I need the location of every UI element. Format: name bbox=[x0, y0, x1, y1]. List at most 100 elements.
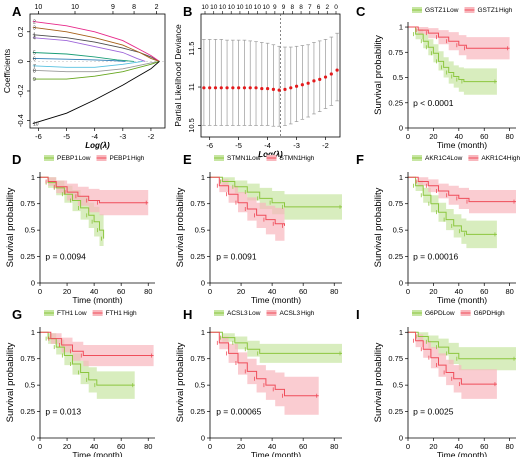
top-tick-label: 2 bbox=[155, 4, 159, 11]
y-tick-label: 0.75 bbox=[388, 199, 403, 208]
x-tick-label: 60 bbox=[480, 287, 488, 296]
y-tick-label: 0.75 bbox=[190, 354, 205, 363]
y-tick-label: 0 bbox=[399, 124, 403, 133]
ci-band-low bbox=[408, 27, 497, 95]
legend: GSTZ1 Low GSTZ1 High bbox=[412, 7, 513, 14]
coef-path-index: 2 bbox=[33, 19, 36, 25]
coef-path-index: 1 bbox=[33, 33, 36, 39]
x-tick-label: 20 bbox=[237, 287, 245, 296]
deviance-point bbox=[242, 86, 247, 90]
x-tick-label: 60 bbox=[117, 287, 125, 296]
x-axis-title: Time (month) bbox=[72, 450, 122, 457]
deviance-point bbox=[266, 86, 270, 91]
y-tick-label: 0 bbox=[201, 434, 205, 443]
x-tick-label: 40 bbox=[90, 442, 98, 451]
legend-label-high: High bbox=[301, 155, 315, 162]
p-value: p = 0.0025 bbox=[413, 407, 454, 417]
y-tick-label: 0.75 bbox=[190, 199, 205, 208]
y-axis-title: Survival probability bbox=[175, 342, 186, 422]
km-curve-high bbox=[408, 176, 516, 203]
top-tick-label: 2 bbox=[325, 4, 329, 11]
top-tick-label: 8 bbox=[299, 4, 303, 11]
x-tick-label: 0 bbox=[406, 132, 410, 141]
deviance-point bbox=[271, 87, 275, 91]
deviance-point bbox=[289, 86, 293, 90]
top-tick-label: 10 bbox=[236, 4, 244, 11]
coef-path-index: 4 bbox=[33, 36, 36, 42]
y-tick-label: 10.5 bbox=[187, 118, 196, 133]
legend-label-high: High bbox=[301, 310, 315, 317]
top-tick-label: 7 bbox=[308, 4, 312, 11]
panel-b: B 10 10 10 10 10 10 10 10 9 9 8 8 7 6 2 0-6 -5 -4 -3 -210.51… bbox=[173, 4, 341, 159]
p-value: p = 0.00016 bbox=[413, 252, 458, 262]
y-axis-title: Survival probability bbox=[175, 187, 186, 267]
coef-path-6 bbox=[32, 57, 126, 62]
top-tick-label: 8 bbox=[132, 4, 136, 11]
deviance-point bbox=[277, 88, 281, 92]
y-tick-label: 0.5 bbox=[25, 381, 35, 390]
top-tick-label: 10 bbox=[35, 4, 43, 11]
top-tick-label: 8 bbox=[291, 4, 295, 11]
y-tick-label: 1 bbox=[31, 173, 35, 182]
y-tick-label: 1 bbox=[399, 328, 403, 337]
p-value: p < 0.0001 bbox=[413, 98, 454, 108]
y-tick-label: 0.5 bbox=[393, 381, 403, 390]
legend-label-low: Low bbox=[249, 310, 261, 317]
top-tick-label: 10 bbox=[254, 4, 262, 11]
y-axis-title: Survival probability bbox=[5, 187, 16, 267]
deviance-point bbox=[300, 83, 304, 87]
ci-band-low bbox=[210, 332, 342, 363]
x-tick-label: 40 bbox=[90, 287, 98, 296]
x-tick-label: -2 bbox=[148, 132, 155, 141]
y-tick-label: 0.75 bbox=[388, 354, 403, 363]
legend-label-high: High bbox=[491, 310, 505, 317]
top-tick-label: 9 bbox=[111, 4, 115, 11]
coef-path-9 bbox=[32, 60, 160, 80]
coef-path-1 bbox=[32, 34, 160, 62]
x-tick-label: -3 bbox=[293, 141, 300, 150]
legend-gene-high: FTH1 bbox=[106, 310, 123, 317]
x-tick-label: 20 bbox=[429, 132, 437, 141]
p-value: p = 0.013 bbox=[45, 407, 81, 417]
x-tick-label: 20 bbox=[63, 287, 71, 296]
p-value: p = 0.00065 bbox=[216, 407, 261, 417]
x-axis-title: Log(λ) bbox=[85, 141, 110, 150]
x-tick-label: 80 bbox=[330, 287, 338, 296]
legend-gene-low: AKR1C4 bbox=[425, 155, 451, 162]
km-curve-low bbox=[408, 26, 497, 83]
coef-path-10 bbox=[32, 61, 160, 125]
x-tick-label: 80 bbox=[144, 442, 152, 451]
x-tick-label: 20 bbox=[237, 442, 245, 451]
deviance-point bbox=[208, 86, 212, 90]
deviance-point bbox=[260, 86, 264, 91]
y-axis-title: Partial Likelihood Deviance bbox=[173, 24, 183, 127]
ci-band-low bbox=[210, 177, 342, 220]
y-tick-label: 0.75 bbox=[20, 199, 35, 208]
y-axis-title: Coefficients bbox=[2, 49, 12, 93]
km-curve-low bbox=[210, 176, 342, 208]
legend-gene-high: G6PD bbox=[474, 310, 492, 317]
y-tick-label: 0 bbox=[16, 59, 25, 63]
legend-label-high: High bbox=[131, 155, 145, 162]
coef-path-index: 5 bbox=[33, 50, 36, 56]
legend-label-low: Low bbox=[443, 310, 455, 317]
deviance-point bbox=[219, 86, 223, 90]
y-tick-label: 0.5 bbox=[25, 226, 35, 235]
y-tick-label: 0.25 bbox=[190, 252, 205, 261]
y-tick-label: 0 bbox=[399, 279, 403, 288]
x-tick-label: -5 bbox=[63, 132, 70, 141]
x-tick-label: -3 bbox=[119, 132, 126, 141]
y-tick-label: 1 bbox=[399, 23, 403, 32]
deviance-point bbox=[231, 86, 235, 90]
deviance-point bbox=[202, 86, 206, 90]
deviance-point bbox=[335, 68, 339, 72]
y-tick-label: 0.2 bbox=[16, 27, 25, 37]
deviance-point bbox=[254, 86, 258, 90]
x-axis-title: Time (month) bbox=[437, 450, 487, 457]
km-curve-high bbox=[210, 331, 319, 397]
y-tick-label: 1 bbox=[201, 328, 205, 337]
